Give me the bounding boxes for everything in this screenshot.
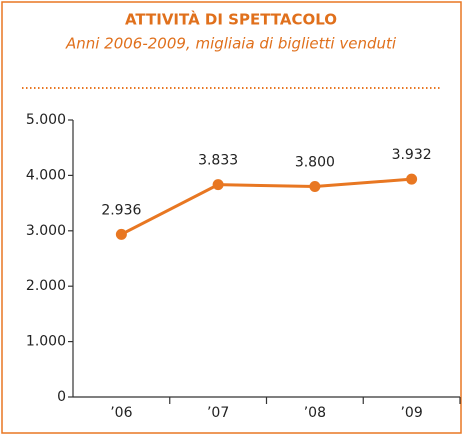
point: [309, 180, 321, 192]
line: [120, 177, 412, 236]
y-tick-label: 4.000: [26, 167, 66, 183]
data-label: 3.833: [198, 153, 238, 169]
point: [115, 228, 127, 240]
y-tick-label: 2.000: [26, 278, 66, 294]
data-label: 3.800: [295, 154, 335, 170]
x-tick-label: ’09: [400, 405, 422, 421]
point: [212, 179, 224, 191]
chart-subtitle: Anni 2006-2009, migliaia di biglietti ve…: [65, 35, 397, 53]
data-label: 3.932: [392, 147, 432, 163]
data-label: 2.936: [101, 202, 141, 218]
x-tick-label: ’06: [110, 405, 132, 421]
chart-title: ATTIVITÀ DI SPETTACOLO: [125, 10, 337, 29]
x-tick-label: ’07: [207, 405, 229, 421]
y-tick-label: 5.000: [26, 112, 66, 128]
y-tick-label: 1.000: [26, 334, 66, 350]
y-tick-label: 3.000: [26, 223, 66, 239]
x-tick-label: ’08: [304, 405, 326, 421]
point: [406, 173, 418, 185]
y-tick-label: 0: [57, 389, 66, 405]
